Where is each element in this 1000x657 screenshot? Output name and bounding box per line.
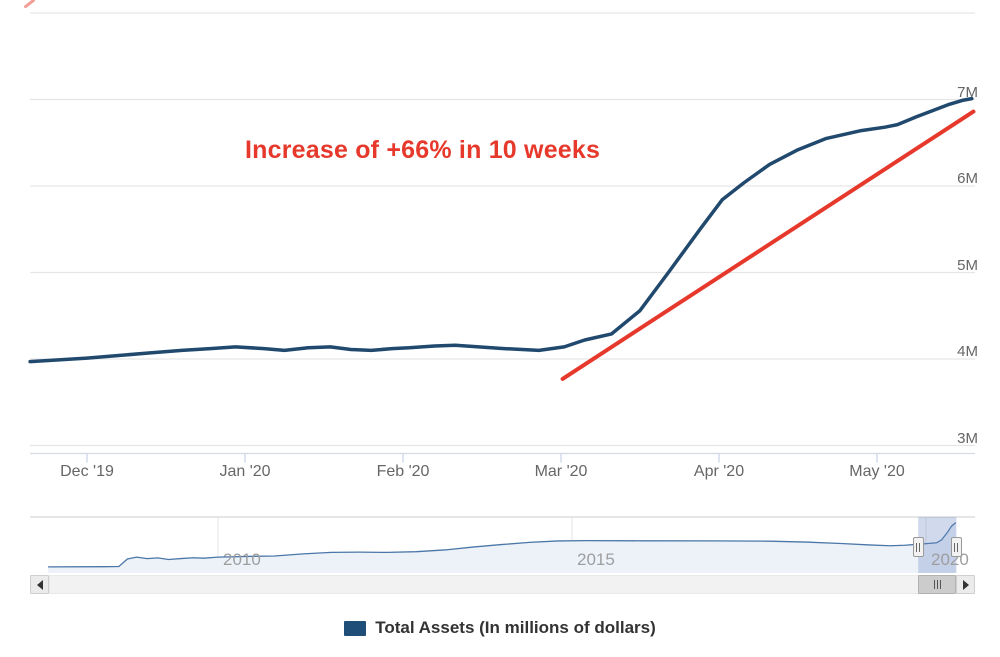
- trend-line: [560, 109, 976, 381]
- right-arrow-icon: [962, 579, 969, 590]
- grip-line: [919, 542, 921, 552]
- grip-line: [936, 580, 938, 589]
- grip-line: [933, 580, 935, 589]
- y-axis-label: 7M: [957, 83, 978, 101]
- legend-label: Total Assets (In millions of dollars): [375, 618, 656, 637]
- grip-line: [939, 580, 941, 589]
- y-axis-label: 4M: [957, 343, 978, 360]
- x-axis-label: May '20: [849, 463, 905, 480]
- scrollbar-thumb[interactable]: [918, 575, 956, 594]
- scrollbar-left-button[interactable]: [30, 575, 49, 594]
- navigator-series-line: [48, 522, 957, 568]
- x-axis-label: Mar '20: [534, 463, 588, 480]
- scrollbar-track[interactable]: [49, 575, 956, 594]
- navigator-area-fill: [48, 522, 956, 573]
- grip-line: [916, 542, 918, 552]
- y-axis-label: 6M: [957, 170, 978, 187]
- x-axis-label: Apr '20: [693, 463, 745, 480]
- navigator-year-label: 2010: [223, 550, 261, 569]
- navigator-year-label: 2020: [931, 550, 969, 569]
- scrollbar-right-button[interactable]: [956, 575, 975, 594]
- total-assets-line: [28, 96, 974, 364]
- navigator-selection-mask: [918, 517, 957, 573]
- x-axis-label: Jan '20: [219, 463, 271, 480]
- legend-item-total-assets[interactable]: Total Assets (In millions of dollars): [0, 613, 1000, 643]
- y-axis-label: 5M: [957, 256, 978, 274]
- grip-line: [954, 542, 956, 552]
- navigator-year-label: 2015: [577, 550, 615, 569]
- left-arrow-icon: [36, 579, 43, 590]
- grip-line: [957, 542, 959, 552]
- legend-swatch: [344, 620, 367, 636]
- navigator-right-handle-icon[interactable]: [950, 537, 962, 557]
- navigator-left-handle-icon[interactable]: [912, 537, 924, 557]
- x-axis-label: Dec '19: [60, 463, 114, 480]
- x-axis-label: Feb '20: [376, 463, 430, 480]
- annotation-text: Increase of +66% in 10 weeks: [245, 136, 601, 164]
- y-axis-label: 3M: [957, 429, 978, 447]
